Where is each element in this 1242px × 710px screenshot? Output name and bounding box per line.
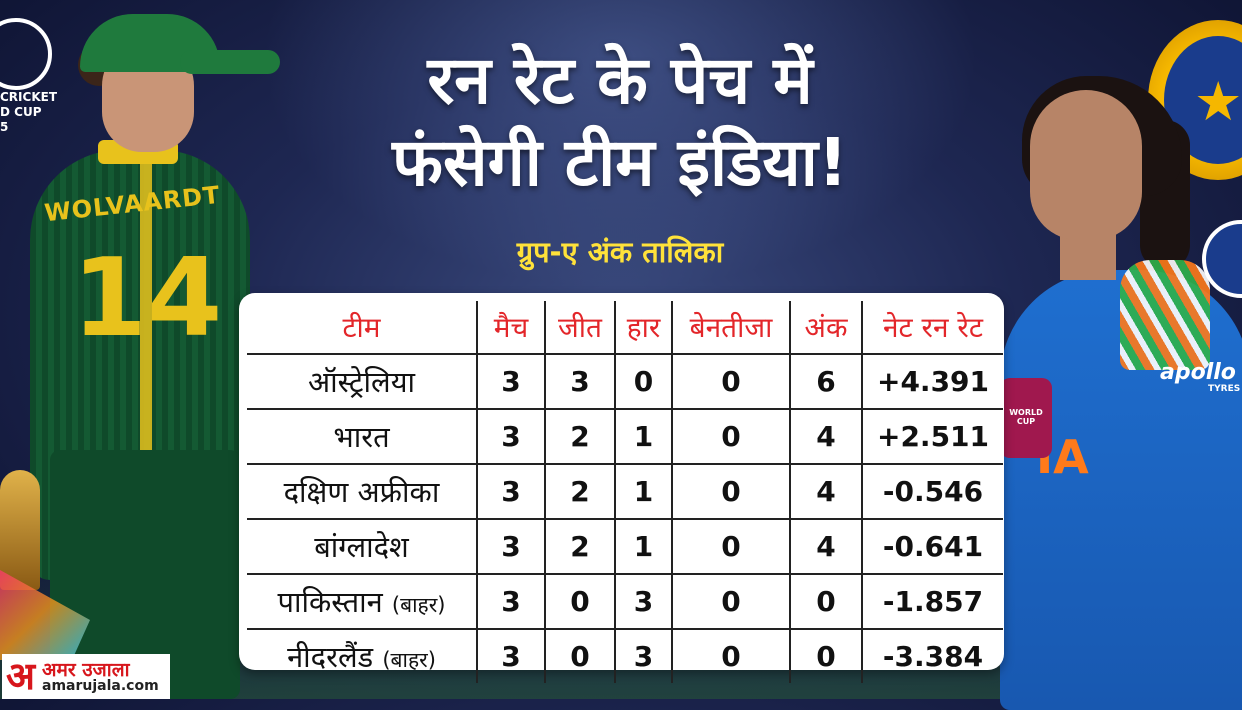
matches-cell: 3 xyxy=(476,463,545,519)
world-cup-logo: CRICKET D CUP 5 xyxy=(0,10,60,160)
headline-line1: रन रेट के पेच में xyxy=(427,42,813,119)
points-table: टीम मैच जीत हार बेनतीजा अंक नेट रन रेट ऑ… xyxy=(247,301,1003,683)
table-row: पाकिस्तान (बाहर) 3 0 3 0 0 -1.857 xyxy=(247,573,1003,629)
world-cup-logo-line1: CRICKET xyxy=(0,90,57,104)
won-cell: 2 xyxy=(544,518,615,574)
no-result-cell: 0 xyxy=(671,463,790,519)
won-cell: 2 xyxy=(544,408,615,464)
nrr-cell: -0.641 xyxy=(861,518,1003,574)
lost-cell: 1 xyxy=(614,463,672,519)
matches-cell: 3 xyxy=(476,518,545,574)
points-cell: 6 xyxy=(789,353,862,409)
points-cell: 0 xyxy=(789,628,862,683)
south-africa-player-image: WOLVAARDT 14 xyxy=(10,0,280,699)
star-icon: ★ xyxy=(1194,70,1242,133)
team-name: दक्षिण अफ्रीका xyxy=(247,463,477,519)
header-team: टीम xyxy=(342,311,381,344)
team-label: नीदरलैंड xyxy=(287,640,374,674)
table-row: नीदरलैंड (बाहर) 3 0 3 0 0 -3.384 xyxy=(247,628,1003,683)
jersey-tricolor-stripe xyxy=(1120,260,1210,370)
won-cell: 2 xyxy=(544,463,615,519)
no-result-cell: 0 xyxy=(671,408,790,464)
team-label: दक्षिण अफ्रीका xyxy=(283,475,440,509)
points-cell: 0 xyxy=(789,573,862,629)
matches-cell: 3 xyxy=(476,353,545,409)
nrr-cell: +4.391 xyxy=(861,353,1003,409)
team-name: नीदरलैंड (बाहर) xyxy=(247,628,477,683)
no-result-cell: 0 xyxy=(671,353,790,409)
eliminated-note: (बाहर) xyxy=(391,593,446,617)
sponsor-logo-sub: TYRES xyxy=(1208,384,1241,394)
team-name: बांग्लादेश xyxy=(247,518,477,574)
header-won: जीत xyxy=(544,301,615,354)
player-head xyxy=(1030,90,1142,240)
microphone-icon xyxy=(1000,378,1052,458)
brand-url: amarujala.com xyxy=(42,678,159,694)
world-cup-logo-line2: D CUP xyxy=(0,105,42,119)
headline-line2: फंसेगी टीम इंडिया! xyxy=(392,124,848,201)
lost-cell: 1 xyxy=(614,408,672,464)
table-row: बांग्लादेश 3 2 1 0 4 -0.641 xyxy=(247,518,1003,574)
jersey-number: 14 xyxy=(72,236,223,361)
trophy-icon xyxy=(0,470,40,590)
points-cell: 4 xyxy=(789,463,862,519)
player-cap-brim xyxy=(180,50,280,74)
india-player-image: apollo TYRES IA WORLD CUP xyxy=(990,60,1242,710)
header-net-run-rate: नेट रन रेट xyxy=(861,301,1003,354)
brand-name: अमर उजाला xyxy=(42,659,130,681)
team-label: भारत xyxy=(333,420,390,454)
nrr-cell: -0.546 xyxy=(861,463,1003,519)
lost-cell: 3 xyxy=(614,628,672,683)
lost-cell: 3 xyxy=(614,573,672,629)
world-cup-logo-line3: 5 xyxy=(0,120,9,134)
table-header-row: टीम मैच जीत हार बेनतीजा अंक नेट रन रेट xyxy=(247,301,1003,354)
world-cup-logo-text: CRICKET D CUP 5 xyxy=(0,90,70,135)
headline: रन रेट के पेच में फंसेगी टीम इंडिया! xyxy=(260,40,980,204)
sponsor-logo: apollo xyxy=(1160,360,1236,385)
header-lost: हार xyxy=(614,301,672,354)
team-name: पाकिस्तान (बाहर) xyxy=(247,573,477,629)
world-cup-emblem-icon xyxy=(0,18,52,90)
won-cell: 0 xyxy=(544,573,615,629)
points-cell: 4 xyxy=(789,518,862,574)
no-result-cell: 0 xyxy=(671,573,790,629)
won-cell: 3 xyxy=(544,353,615,409)
no-result-cell: 0 xyxy=(671,518,790,574)
team-label: ऑस्ट्रेलिया xyxy=(307,365,416,399)
team-label: पाकिस्तान xyxy=(277,585,383,619)
brand-mark-icon: अ xyxy=(6,654,36,698)
table-row: दक्षिण अफ्रीका 3 2 1 0 4 -0.546 xyxy=(247,463,1003,519)
matches-cell: 3 xyxy=(476,628,545,683)
nrr-cell: -1.857 xyxy=(861,573,1003,629)
table-row: ऑस्ट्रेलिया 3 3 0 0 6 +4.391 xyxy=(247,353,1003,409)
header-no-result: बेनतीजा xyxy=(671,301,790,354)
matches-cell: 3 xyxy=(476,408,545,464)
nrr-cell: +2.511 xyxy=(861,408,1003,464)
nrr-cell: -3.384 xyxy=(861,628,1003,683)
microphone-label: WORLD CUP xyxy=(1009,408,1043,426)
team-name: भारत xyxy=(247,408,477,464)
lost-cell: 0 xyxy=(614,353,672,409)
lost-cell: 1 xyxy=(614,518,672,574)
amar-ujala-logo: अ अमर उजाला amarujala.com xyxy=(2,654,170,699)
points-table-card: टीम मैच जीत हार बेनतीजा अंक नेट रन रेट ऑ… xyxy=(239,293,1004,683)
points-cell: 4 xyxy=(789,408,862,464)
team-name: ऑस्ट्रेलिया xyxy=(247,353,477,409)
table-row: भारत 3 2 1 0 4 +2.511 xyxy=(247,408,1003,464)
eliminated-note: (बाहर) xyxy=(382,648,436,672)
won-cell: 0 xyxy=(544,628,615,683)
table-subheading: ग्रुप-ए अंक तालिका xyxy=(516,235,724,269)
stadium-background xyxy=(260,0,980,290)
team-label: बांग्लादेश xyxy=(314,530,409,564)
no-result-cell: 0 xyxy=(671,628,790,683)
header-points: अंक xyxy=(789,301,862,354)
header-matches: मैच xyxy=(476,301,545,354)
matches-cell: 3 xyxy=(476,573,545,629)
